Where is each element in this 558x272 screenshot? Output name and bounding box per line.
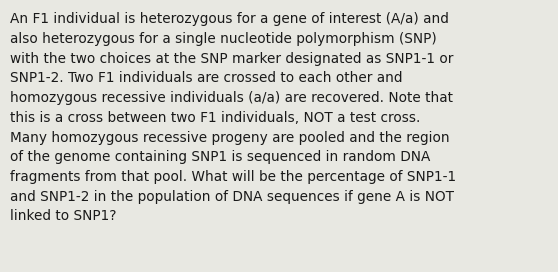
Text: An F1 individual is heterozygous for a gene of interest (A/a) and
also heterozyg: An F1 individual is heterozygous for a g… <box>10 12 456 223</box>
